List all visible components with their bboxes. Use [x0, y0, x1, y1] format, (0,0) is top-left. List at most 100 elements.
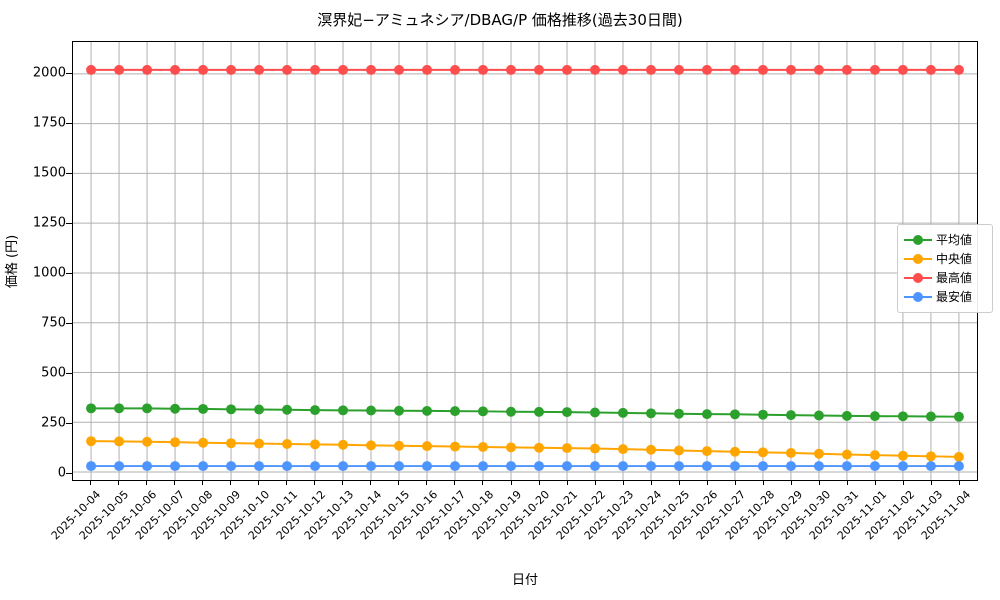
- data-point: [785, 410, 796, 421]
- x-tick-mark: [594, 481, 596, 485]
- y-tick-label: 0: [57, 465, 66, 481]
- legend-item-2[interactable]: 最高値: [904, 268, 986, 287]
- x-tick-mark: [875, 481, 877, 485]
- data-point: [338, 439, 349, 450]
- data-point: [673, 408, 684, 419]
- plot-svg: [73, 42, 977, 480]
- data-point: [701, 461, 712, 472]
- data-point: [394, 405, 405, 416]
- data-point: [170, 403, 181, 414]
- x-tick-mark: [229, 481, 231, 485]
- data-point: [841, 449, 852, 460]
- x-tick-mark: [258, 481, 259, 485]
- data-point: [310, 405, 321, 416]
- y-tick-mark: [66, 222, 72, 224]
- data-point: [198, 461, 209, 472]
- plot-area: [72, 41, 978, 481]
- data-point: [617, 407, 628, 418]
- data-point: [785, 447, 796, 458]
- legend-item-0[interactable]: 平均値: [904, 230, 986, 249]
- x-tick-mark: [706, 481, 708, 485]
- data-point: [366, 440, 377, 451]
- data-point: [841, 461, 852, 472]
- y-tick-label: 1250: [32, 215, 66, 231]
- data-point: [841, 64, 852, 75]
- legend-marker-icon: [904, 233, 932, 247]
- data-point: [226, 438, 237, 449]
- data-point: [757, 64, 768, 75]
- data-point: [897, 461, 908, 472]
- data-point: [729, 461, 740, 472]
- data-point: [645, 64, 656, 75]
- data-point: [953, 451, 964, 462]
- x-tick-mark: [145, 481, 147, 485]
- x-tick-mark: [398, 481, 400, 485]
- data-point: [534, 461, 544, 472]
- x-tick-mark: [173, 481, 175, 485]
- x-tick-mark: [847, 481, 849, 485]
- chart-legend[interactable]: 平均値中央値最高値最安値: [897, 224, 993, 313]
- data-point: [785, 64, 796, 75]
- series-line-0: [90, 407, 960, 418]
- data-point: [701, 409, 712, 420]
- data-point: [813, 448, 824, 459]
- data-point: [86, 64, 97, 75]
- data-point: [589, 461, 600, 472]
- data-point: [785, 461, 796, 472]
- legend-marker-icon: [904, 252, 932, 266]
- data-point: [869, 64, 880, 75]
- y-tick-mark: [66, 122, 72, 124]
- data-point: [701, 64, 712, 75]
- data-point: [589, 443, 600, 454]
- x-tick-mark: [342, 481, 344, 485]
- data-point: [813, 64, 824, 75]
- data-point: [366, 405, 377, 416]
- data-point: [366, 461, 377, 472]
- data-point: [478, 441, 488, 452]
- data-point: [450, 441, 461, 452]
- data-point: [506, 64, 516, 75]
- data-point: [450, 461, 461, 472]
- data-point: [869, 461, 880, 472]
- series-line-1: [90, 440, 960, 458]
- data-point: [757, 447, 768, 458]
- x-tick-mark: [117, 481, 119, 485]
- x-tick-mark: [734, 481, 736, 485]
- y-tick-mark: [66, 422, 72, 424]
- x-tick-mark: [566, 481, 568, 485]
- data-point: [645, 444, 656, 455]
- data-point: [450, 64, 461, 75]
- data-point: [506, 442, 516, 453]
- data-point: [562, 407, 572, 418]
- data-point: [114, 436, 125, 447]
- data-point: [422, 441, 433, 452]
- data-point: [170, 461, 181, 472]
- x-axis-tick-labels: 2025-10-04 2025-10-05 2025-10-06 2025-10-07…: [49, 481, 978, 574]
- x-tick-mark: [454, 481, 456, 485]
- data-point: [953, 64, 964, 75]
- data-point: [925, 64, 936, 75]
- legend-label: 最高値: [936, 271, 973, 285]
- legend-item-1[interactable]: 中央値: [904, 249, 986, 268]
- data-point: [422, 461, 433, 472]
- data-point: [422, 64, 433, 75]
- data-point: [338, 64, 349, 75]
- data-point: [841, 410, 852, 421]
- y-tick-label: 1750: [32, 115, 66, 131]
- data-point: [170, 437, 181, 448]
- legend-item-3[interactable]: 最安値: [904, 287, 986, 306]
- data-point: [562, 461, 572, 472]
- data-point: [673, 461, 684, 472]
- data-point: [869, 411, 880, 422]
- data-point: [86, 461, 97, 472]
- y-tick-mark: [66, 472, 72, 474]
- data-point: [645, 461, 656, 472]
- legend-label: 平均値: [936, 233, 973, 247]
- data-point: [729, 64, 740, 75]
- x-tick-mark: [819, 481, 821, 485]
- x-tick-mark: [370, 481, 372, 485]
- y-axis-tick-labels: 0 250 500 750 1000 1250 1500 1750 2000: [0, 41, 72, 481]
- legend-marker-icon: [904, 271, 932, 285]
- data-point: [170, 64, 181, 75]
- data-point: [813, 461, 824, 472]
